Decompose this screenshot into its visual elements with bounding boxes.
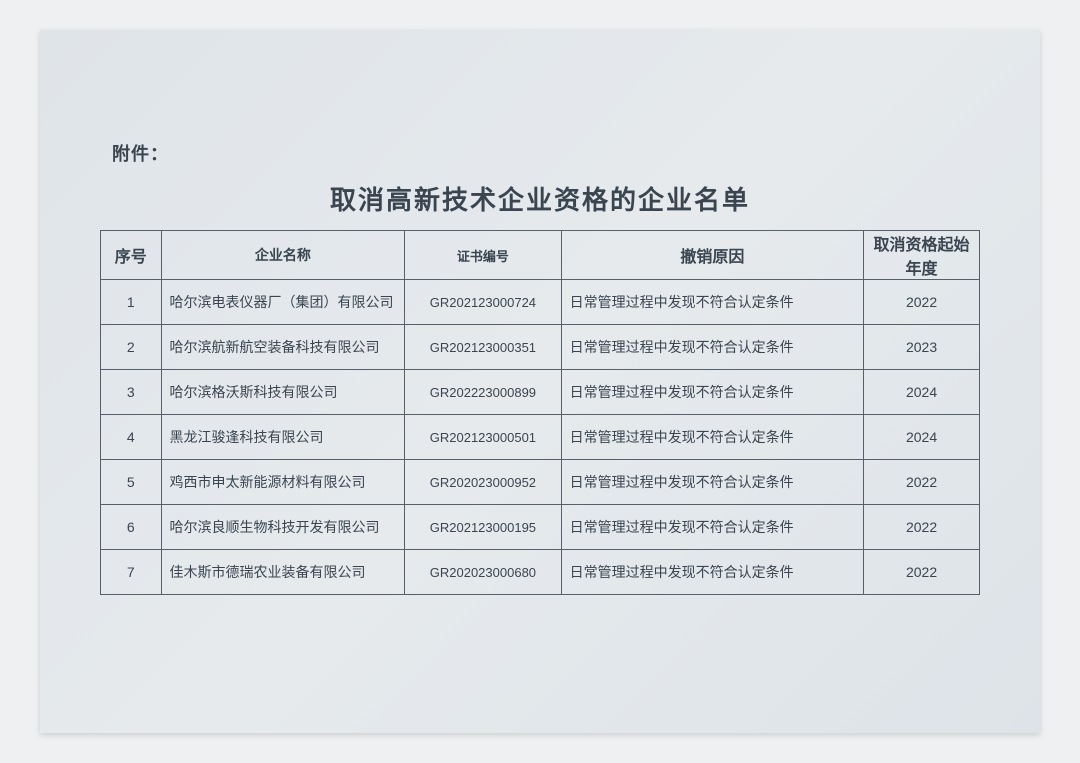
col-header-name: 企业名称 xyxy=(161,231,405,280)
cell-seq: 6 xyxy=(101,505,162,550)
cell-name: 佳木斯市德瑞农业装备有限公司 xyxy=(161,550,405,595)
cell-seq: 3 xyxy=(101,370,162,415)
cell-name: 哈尔滨航新航空装备科技有限公司 xyxy=(161,325,405,370)
cell-cert: GR202123000501 xyxy=(405,415,561,460)
col-header-reason: 撤销原因 xyxy=(561,231,863,280)
table-row: 2哈尔滨航新航空装备科技有限公司GR202123000351日常管理过程中发现不… xyxy=(101,325,980,370)
cell-year: 2023 xyxy=(864,325,980,370)
cell-seq: 7 xyxy=(101,550,162,595)
cell-name: 哈尔滨电表仪器厂（集团）有限公司 xyxy=(161,280,405,325)
table-body: 1哈尔滨电表仪器厂（集团）有限公司GR202123000724日常管理过程中发现… xyxy=(101,280,980,595)
col-header-year: 取消资格起始年度 xyxy=(864,231,980,280)
cell-name: 鸡西市申太新能源材料有限公司 xyxy=(161,460,405,505)
cell-cert: GR202123000724 xyxy=(405,280,561,325)
enterprise-table: 序号 企业名称 证书编号 撤销原因 取消资格起始年度 1哈尔滨电表仪器厂（集团）… xyxy=(100,230,980,595)
cell-year: 2022 xyxy=(864,505,980,550)
table-header-row: 序号 企业名称 证书编号 撤销原因 取消资格起始年度 xyxy=(101,231,980,280)
cell-cert: GR202023000680 xyxy=(405,550,561,595)
col-header-cert: 证书编号 xyxy=(405,231,561,280)
cell-reason: 日常管理过程中发现不符合认定条件 xyxy=(561,325,863,370)
cell-year: 2024 xyxy=(864,415,980,460)
attachment-label: 附件： xyxy=(112,140,169,166)
cell-cert: GR202223000899 xyxy=(405,370,561,415)
cell-name: 哈尔滨格沃斯科技有限公司 xyxy=(161,370,405,415)
cell-year: 2022 xyxy=(864,460,980,505)
table-row: 1哈尔滨电表仪器厂（集团）有限公司GR202123000724日常管理过程中发现… xyxy=(101,280,980,325)
col-header-seq: 序号 xyxy=(101,231,162,280)
cell-year: 2024 xyxy=(864,370,980,415)
table-row: 3哈尔滨格沃斯科技有限公司GR202223000899日常管理过程中发现不符合认… xyxy=(101,370,980,415)
cell-seq: 4 xyxy=(101,415,162,460)
cell-year: 2022 xyxy=(864,280,980,325)
cell-name: 黑龙江骏逢科技有限公司 xyxy=(161,415,405,460)
document-sheet: 附件： 取消高新技术企业资格的企业名单 序号 企业名称 证书编号 撤销原因 取消… xyxy=(40,30,1040,733)
cell-reason: 日常管理过程中发现不符合认定条件 xyxy=(561,460,863,505)
cell-seq: 5 xyxy=(101,460,162,505)
cell-year: 2022 xyxy=(864,550,980,595)
cell-reason: 日常管理过程中发现不符合认定条件 xyxy=(561,415,863,460)
cell-seq: 1 xyxy=(101,280,162,325)
cell-seq: 2 xyxy=(101,325,162,370)
cell-cert: GR202023000952 xyxy=(405,460,561,505)
cell-cert: GR202123000351 xyxy=(405,325,561,370)
table-row: 7佳木斯市德瑞农业装备有限公司GR202023000680日常管理过程中发现不符… xyxy=(101,550,980,595)
cell-reason: 日常管理过程中发现不符合认定条件 xyxy=(561,370,863,415)
table-row: 6哈尔滨良顺生物科技开发有限公司GR202123000195日常管理过程中发现不… xyxy=(101,505,980,550)
table-row: 4黑龙江骏逢科技有限公司GR202123000501日常管理过程中发现不符合认定… xyxy=(101,415,980,460)
page-title: 取消高新技术企业资格的企业名单 xyxy=(40,180,1040,217)
cell-reason: 日常管理过程中发现不符合认定条件 xyxy=(561,505,863,550)
cell-name: 哈尔滨良顺生物科技开发有限公司 xyxy=(161,505,405,550)
table-row: 5鸡西市申太新能源材料有限公司GR202023000952日常管理过程中发现不符… xyxy=(101,460,980,505)
cell-reason: 日常管理过程中发现不符合认定条件 xyxy=(561,550,863,595)
cell-cert: GR202123000195 xyxy=(405,505,561,550)
cell-reason: 日常管理过程中发现不符合认定条件 xyxy=(561,280,863,325)
